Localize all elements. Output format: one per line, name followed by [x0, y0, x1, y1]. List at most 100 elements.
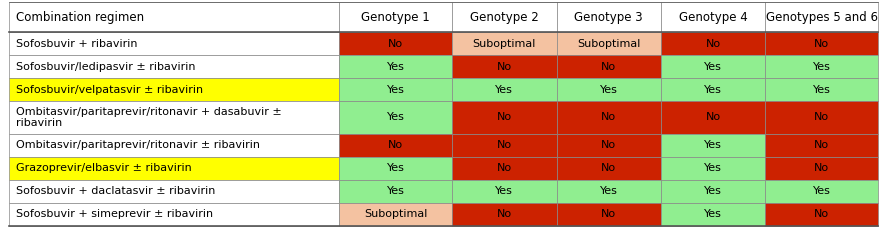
Bar: [9, 203, 338, 226]
Bar: [338, 55, 452, 78]
Text: Ombitasvir/paritaprevir/ritonavir ± ribavirin: Ombitasvir/paritaprevir/ritonavir ± riba…: [16, 140, 260, 150]
Bar: [660, 78, 765, 101]
Bar: [765, 101, 877, 134]
Text: Grazoprevir/elbasvir ± ribavirin: Grazoprevir/elbasvir ± ribavirin: [16, 163, 191, 173]
Text: Sofosbuvir/ledipasvir ± ribavirin: Sofosbuvir/ledipasvir ± ribavirin: [16, 62, 195, 72]
Text: No: No: [813, 39, 828, 49]
Bar: [660, 203, 765, 226]
Bar: [556, 32, 660, 55]
Text: Yes: Yes: [812, 62, 829, 72]
Bar: [765, 157, 877, 180]
Bar: [9, 78, 338, 101]
Text: No: No: [601, 163, 616, 173]
Bar: [452, 2, 556, 32]
Bar: [765, 203, 877, 226]
Text: Suboptimal: Suboptimal: [472, 39, 535, 49]
Bar: [556, 134, 660, 157]
Text: Genotype 4: Genotype 4: [678, 11, 747, 24]
Text: Yes: Yes: [386, 186, 404, 196]
Bar: [556, 2, 660, 32]
Bar: [556, 203, 660, 226]
Text: No: No: [388, 39, 403, 49]
Bar: [338, 32, 452, 55]
Text: No: No: [813, 163, 828, 173]
Text: Yes: Yes: [703, 140, 721, 150]
Bar: [556, 78, 660, 101]
Bar: [765, 2, 877, 32]
Text: No: No: [601, 113, 616, 122]
Bar: [452, 32, 556, 55]
Text: No: No: [704, 39, 719, 49]
Text: Suboptimal: Suboptimal: [363, 209, 427, 219]
Bar: [452, 101, 556, 134]
Text: No: No: [496, 62, 511, 72]
Text: Genotype 2: Genotype 2: [470, 11, 538, 24]
Bar: [9, 2, 338, 32]
Bar: [660, 157, 765, 180]
Bar: [338, 203, 452, 226]
Bar: [556, 157, 660, 180]
Text: Sofosbuvir + daclatasvir ± ribavirin: Sofosbuvir + daclatasvir ± ribavirin: [16, 186, 215, 196]
Text: Sofosbuvir/velpatasvir ± ribavirin: Sofosbuvir/velpatasvir ± ribavirin: [16, 85, 203, 95]
Text: No: No: [704, 113, 719, 122]
Bar: [338, 134, 452, 157]
Bar: [338, 78, 452, 101]
Bar: [338, 2, 452, 32]
Text: Yes: Yes: [386, 62, 404, 72]
Bar: [9, 157, 338, 180]
Text: Yes: Yes: [703, 209, 721, 219]
Text: Genotypes 5 and 6: Genotypes 5 and 6: [765, 11, 876, 24]
Bar: [765, 134, 877, 157]
Bar: [660, 134, 765, 157]
Bar: [452, 157, 556, 180]
Bar: [556, 180, 660, 203]
Text: No: No: [813, 140, 828, 150]
Bar: [660, 180, 765, 203]
Bar: [452, 78, 556, 101]
Bar: [9, 180, 338, 203]
Bar: [338, 101, 452, 134]
Text: No: No: [601, 140, 616, 150]
Bar: [556, 55, 660, 78]
Text: Yes: Yes: [495, 186, 513, 196]
Bar: [452, 203, 556, 226]
Text: Yes: Yes: [703, 163, 721, 173]
Text: No: No: [496, 140, 511, 150]
Text: Ombitasvir/paritaprevir/ritonavir + dasabuvir ±
ribavirin: Ombitasvir/paritaprevir/ritonavir + dasa…: [16, 107, 281, 128]
Text: No: No: [496, 113, 511, 122]
Text: No: No: [496, 209, 511, 219]
Bar: [765, 78, 877, 101]
Text: Yes: Yes: [386, 85, 404, 95]
Text: Yes: Yes: [599, 186, 617, 196]
Text: Genotype 3: Genotype 3: [574, 11, 642, 24]
Text: Sofosbuvir + simeprevir ± ribavirin: Sofosbuvir + simeprevir ± ribavirin: [16, 209, 213, 219]
Bar: [660, 101, 765, 134]
Text: Yes: Yes: [599, 85, 617, 95]
Text: Yes: Yes: [703, 62, 721, 72]
Text: Combination regimen: Combination regimen: [16, 11, 144, 24]
Bar: [452, 55, 556, 78]
Text: No: No: [601, 209, 616, 219]
Text: No: No: [388, 140, 403, 150]
Bar: [660, 32, 765, 55]
Bar: [338, 180, 452, 203]
Bar: [9, 134, 338, 157]
Bar: [556, 101, 660, 134]
Text: No: No: [813, 209, 828, 219]
Bar: [660, 55, 765, 78]
Text: Genotype 1: Genotype 1: [361, 11, 430, 24]
Text: Yes: Yes: [495, 85, 513, 95]
Text: No: No: [813, 113, 828, 122]
Bar: [338, 157, 452, 180]
Text: Yes: Yes: [386, 113, 404, 122]
Bar: [765, 32, 877, 55]
Text: Yes: Yes: [703, 186, 721, 196]
Bar: [765, 55, 877, 78]
Bar: [660, 2, 765, 32]
Text: Sofosbuvir + ribavirin: Sofosbuvir + ribavirin: [16, 39, 137, 49]
Text: Yes: Yes: [386, 163, 404, 173]
Bar: [9, 55, 338, 78]
Text: Yes: Yes: [812, 85, 829, 95]
Text: No: No: [496, 163, 511, 173]
Text: Yes: Yes: [703, 85, 721, 95]
